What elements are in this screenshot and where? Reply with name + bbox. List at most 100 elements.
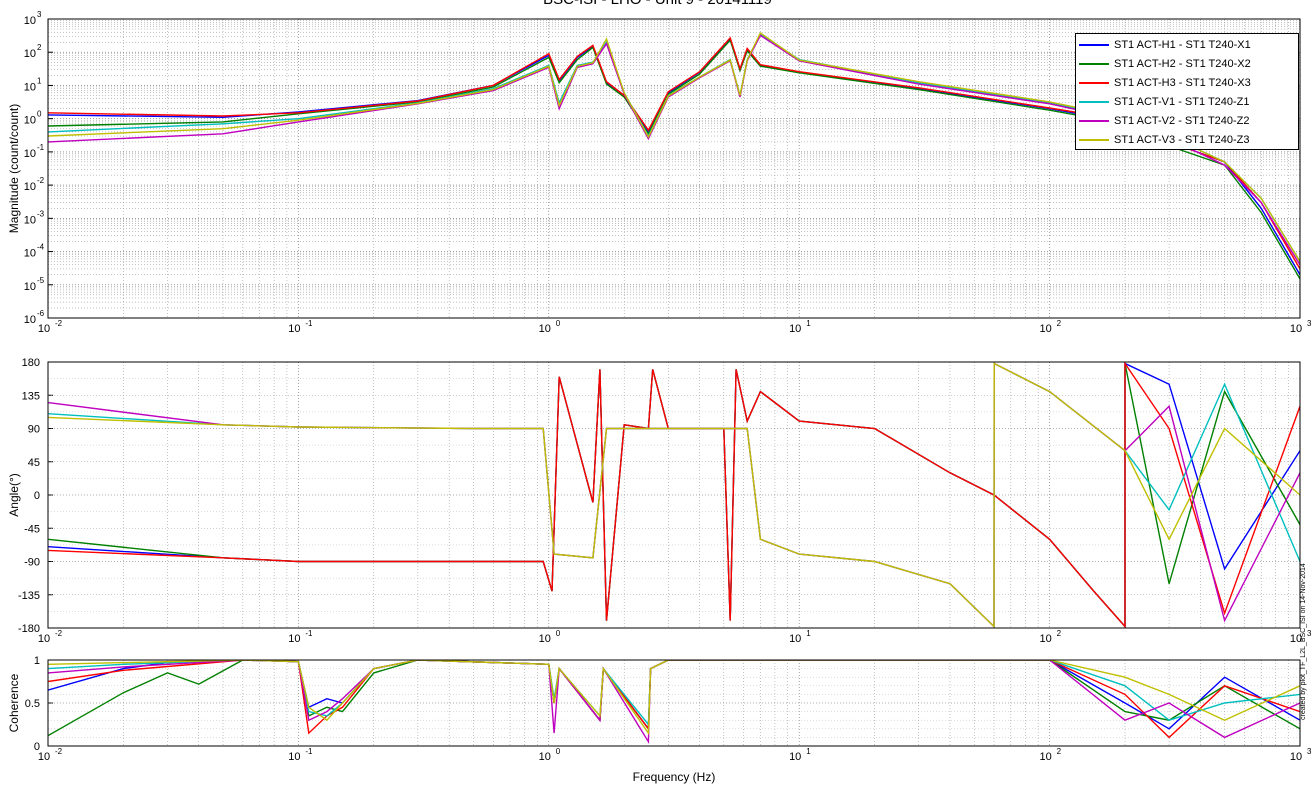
- y-tick-exponent: 2: [37, 43, 42, 52]
- y-axis-label: Coherence: [7, 673, 21, 732]
- y-tick-exponent: -6: [37, 309, 45, 318]
- x-tick-exponent: -1: [305, 747, 313, 756]
- y-tick-label: -135: [18, 590, 40, 602]
- legend-item: ST1 ACT-H1 - ST1 T240-X1: [1076, 35, 1298, 54]
- legend: ST1 ACT-H1 - ST1 T240-X1 ST1 ACT-H2 - ST…: [1075, 33, 1299, 150]
- legend-label: ST1 ACT-V3 - ST1 T240-Z3: [1114, 133, 1250, 146]
- y-tick-label: -90: [24, 557, 40, 569]
- legend-swatch: [1079, 138, 1109, 141]
- y-tick-label: 10: [24, 15, 36, 27]
- x-tick-label: 10: [539, 323, 551, 335]
- y-tick-label: 0: [34, 741, 40, 753]
- legend-label: ST1 ACT-H3 - ST1 T240-X3: [1114, 76, 1251, 89]
- y-tick-label: 10: [24, 314, 36, 326]
- y-tick-label: 10: [24, 148, 36, 160]
- x-tick-exponent: -1: [305, 629, 313, 638]
- y-tick-exponent: 0: [37, 110, 42, 119]
- series-line: [48, 362, 1300, 628]
- x-tick-label: 10: [789, 323, 801, 335]
- x-tick-exponent: 2: [1057, 319, 1062, 328]
- axes-frame: [47, 18, 1301, 319]
- phase-panel: 10 -2 10 -1 10 0 10 1 10 2 10 3 -180 -135 -90 -45 0 45 90 1…: [7, 357, 1312, 645]
- x-tick-label: 10: [1290, 323, 1302, 335]
- x-tick-label: 10: [789, 633, 801, 645]
- y-tick-label: 10: [24, 81, 36, 93]
- x-tick-label: 10: [1290, 633, 1302, 645]
- x-tick-exponent: 0: [556, 747, 561, 756]
- legend-swatch: [1079, 43, 1109, 46]
- x-tick-exponent: 1: [806, 747, 811, 756]
- y-tick-exponent: -5: [37, 276, 45, 285]
- y-tick-label: 10: [24, 115, 36, 127]
- x-tick-exponent: 3: [1307, 319, 1312, 328]
- y-tick-label: 10: [24, 48, 36, 60]
- y-tick-label: 180: [22, 357, 40, 369]
- legend-item: ST1 ACT-V1 - ST1 T240-Z1: [1076, 92, 1298, 111]
- y-tick-exponent: -2: [37, 176, 45, 185]
- x-tick-label: 10: [38, 751, 50, 763]
- x-tick-label: 10: [38, 633, 50, 645]
- legend-swatch: [1079, 62, 1109, 65]
- y-tick-label: 10: [24, 248, 36, 260]
- series-line: [48, 660, 1300, 745]
- series-line: [48, 660, 1300, 736]
- x-tick-exponent: 1: [806, 319, 811, 328]
- x-tick-exponent: 0: [556, 629, 561, 638]
- y-tick-label: 135: [22, 390, 40, 402]
- x-tick-label: 10: [288, 751, 300, 763]
- axes-frame: [47, 659, 1301, 747]
- x-tick-exponent: 3: [1307, 629, 1312, 638]
- y-tick-exponent: 1: [37, 76, 42, 85]
- y-tick-label: 1: [34, 655, 40, 667]
- coherence-panel: 10 -2 10 -1 10 0 10 1 10 2 10 300.51CoherenceFreque…: [7, 655, 1312, 784]
- x-tick-exponent: -2: [55, 319, 63, 328]
- y-tick-label: 90: [28, 424, 40, 436]
- legend-item: ST1 ACT-H2 - ST1 T240-X2: [1076, 54, 1298, 73]
- y-axis-label: Magnitude (count/count): [7, 104, 21, 233]
- y-tick-label: 45: [28, 457, 40, 469]
- legend-label: ST1 ACT-H1 - ST1 T240-X1: [1114, 38, 1251, 51]
- x-tick-label: 10: [288, 323, 300, 335]
- x-axis-label: Frequency (Hz): [633, 770, 716, 784]
- x-tick-label: 10: [1039, 323, 1051, 335]
- y-tick-label: 0: [34, 490, 40, 502]
- x-tick-label: 10: [1039, 633, 1051, 645]
- x-tick-exponent: 2: [1057, 629, 1062, 638]
- series-line: [48, 362, 1300, 628]
- creation-stamp-text: created by plot_TF_L2L_BSC_ISI on 14-Nov…: [1300, 563, 1307, 720]
- x-tick-label: 10: [288, 633, 300, 645]
- y-tick-exponent: -4: [37, 243, 45, 252]
- legend-item: ST1 ACT-H3 - ST1 T240-X3: [1076, 73, 1298, 92]
- x-tick-label: 10: [38, 323, 50, 335]
- x-tick-exponent: 3: [1307, 747, 1312, 756]
- legend-label: ST1 ACT-V1 - ST1 T240-Z1: [1114, 95, 1250, 108]
- legend-label: ST1 ACT-H2 - ST1 T240-X2: [1114, 57, 1251, 70]
- x-tick-label: 10: [1290, 751, 1302, 763]
- y-tick-label: -45: [24, 523, 40, 535]
- y-tick-exponent: -1: [37, 143, 45, 152]
- x-tick-exponent: -1: [305, 319, 313, 328]
- legend-swatch: [1079, 81, 1109, 84]
- axes-frame: [47, 361, 1301, 629]
- x-tick-label: 10: [789, 751, 801, 763]
- legend-item: ST1 ACT-V2 - ST1 T240-Z2: [1076, 111, 1298, 130]
- x-tick-exponent: 0: [556, 319, 561, 328]
- x-tick-exponent: -2: [55, 747, 63, 756]
- x-tick-label: 10: [1039, 751, 1051, 763]
- x-tick-exponent: -2: [55, 629, 63, 638]
- x-tick-label: 10: [539, 633, 551, 645]
- legend-swatch: [1079, 100, 1109, 103]
- legend-item: ST1 ACT-V3 - ST1 T240-Z3: [1076, 130, 1298, 149]
- y-tick-exponent: -3: [37, 209, 45, 218]
- figure-title: BSC-ISI - LHO - Unit 9 - 20141119: [0, 0, 1315, 8]
- legend-label: ST1 ACT-V2 - ST1 T240-Z2: [1114, 114, 1250, 127]
- y-tick-label: -180: [18, 623, 40, 635]
- legend-swatch: [1079, 119, 1109, 122]
- x-tick-exponent: 2: [1057, 747, 1062, 756]
- y-tick-exponent: 3: [37, 10, 42, 19]
- x-tick-label: 10: [539, 751, 551, 763]
- plot-area: [48, 362, 1300, 628]
- y-axis-label: Angle(°): [7, 473, 21, 516]
- y-tick-label: 10: [24, 214, 36, 226]
